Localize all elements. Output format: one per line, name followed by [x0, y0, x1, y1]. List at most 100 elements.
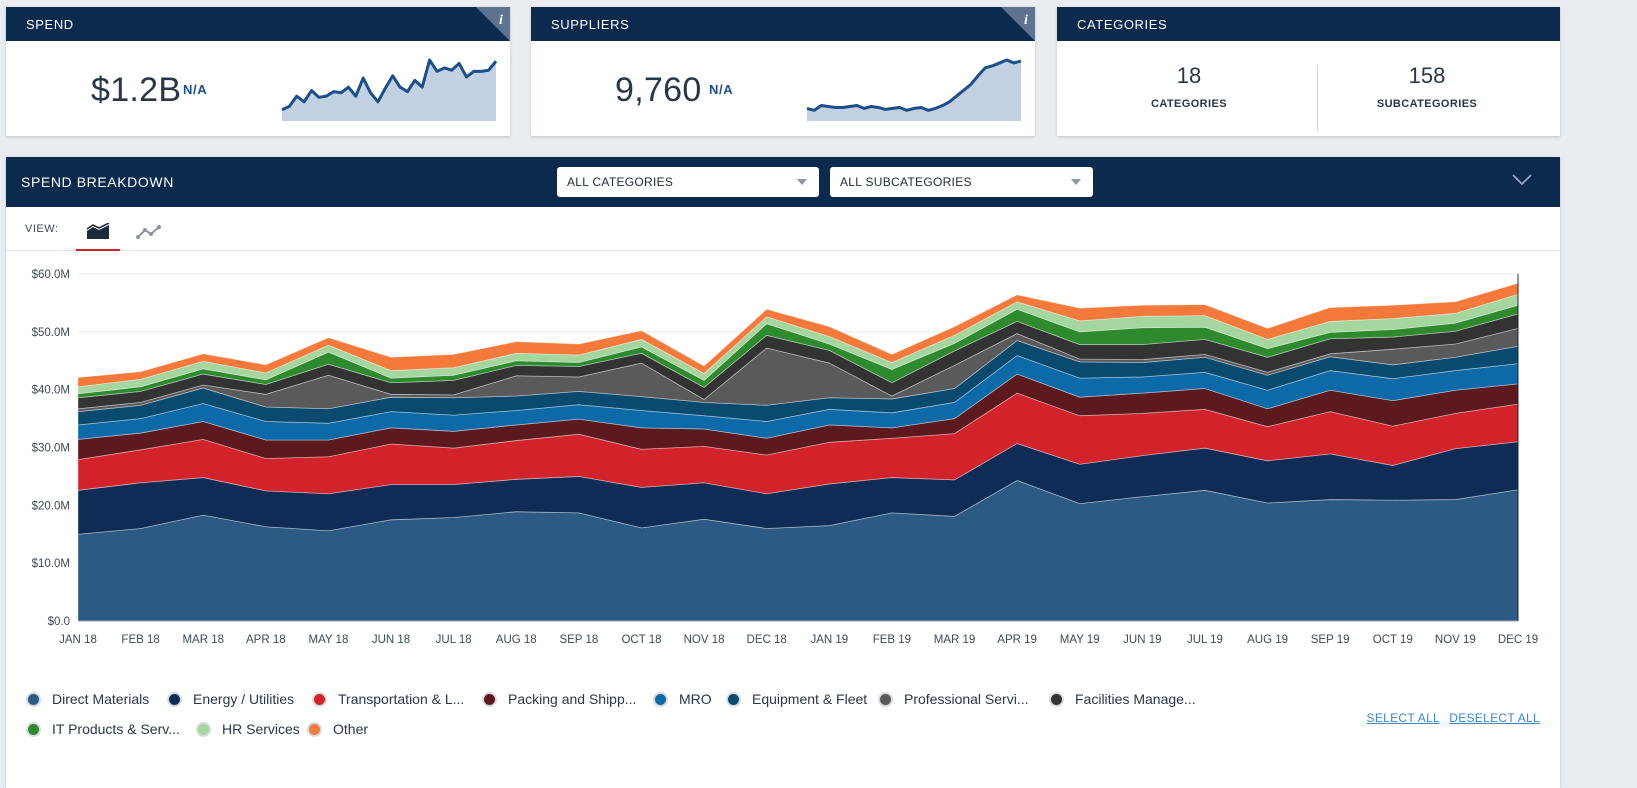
legend-item[interactable]: Equipment & Fleet — [726, 691, 867, 707]
legend-item[interactable]: Direct Materials — [26, 691, 149, 707]
x-tick-label: NOV 18 — [684, 634, 725, 646]
y-tick-label: $0.0 — [48, 616, 70, 628]
categories-card-header: CATEGORIES — [1057, 7, 1560, 41]
select-all-link[interactable]: SELECT ALL — [1366, 711, 1440, 725]
legend-item[interactable]: HR Services — [196, 721, 300, 737]
suppliers-card-title: SUPPLIERS — [551, 16, 630, 32]
collapse-chevron-icon[interactable] — [1512, 173, 1532, 189]
x-tick-label: MAR 19 — [934, 634, 976, 646]
x-tick-label: SEP 18 — [559, 634, 598, 646]
legend-actions: SELECT ALL DESELECT ALL — [1361, 711, 1540, 725]
categories-count-block: 18 CATEGORIES — [1059, 63, 1319, 110]
line-view-button[interactable] — [127, 213, 171, 251]
suppliers-change: N/A — [709, 82, 734, 97]
legend-swatch — [26, 691, 41, 707]
x-tick-label: SEP 19 — [1311, 634, 1350, 646]
x-tick-label: JUN 18 — [372, 634, 410, 646]
legend-item[interactable]: IT Products & Serv... — [26, 721, 180, 737]
y-tick-label: $60.0M — [32, 269, 70, 281]
x-tick-label: FEB 19 — [873, 634, 911, 646]
spend-card-title: SPEND — [26, 16, 74, 32]
legend-item[interactable]: Other — [307, 721, 368, 737]
x-tick-label: MAR 18 — [182, 634, 224, 646]
legend-swatch — [167, 691, 182, 707]
x-tick-label: OCT 19 — [1373, 634, 1413, 646]
x-tick-label: JUL 18 — [436, 634, 472, 646]
suppliers-sparkline-area — [807, 60, 1021, 121]
categories-label: CATEGORIES — [1151, 98, 1227, 110]
deselect-all-link[interactable]: DESELECT ALL — [1449, 711, 1540, 725]
legend-swatch — [26, 721, 41, 737]
legend-item[interactable]: Packing and Shipp... — [482, 691, 636, 707]
x-tick-label: JAN 18 — [59, 634, 97, 646]
legend-swatch — [196, 721, 211, 737]
legend-item[interactable]: Professional Servi... — [878, 691, 1029, 707]
legend-label: Transportation & L... — [338, 691, 465, 707]
suppliers-value: 9,760 — [615, 71, 702, 109]
view-label: VIEW: — [25, 223, 59, 235]
svg-text:i: i — [1024, 13, 1029, 28]
legend-label: Direct Materials — [52, 691, 150, 707]
x-tick-label: MAY 19 — [1060, 634, 1100, 646]
spend-breakdown-header: SPEND BREAKDOWN ALL CATEGORIES ALL SUBCA… — [6, 157, 1560, 207]
legend-label: Other — [333, 721, 369, 737]
spend-breakdown-title: SPEND BREAKDOWN — [21, 174, 174, 190]
legend-swatch — [726, 691, 741, 707]
legend-swatch — [653, 691, 668, 707]
spend-breakdown-panel: SPEND BREAKDOWN ALL CATEGORIES ALL SUBCA… — [6, 157, 1560, 788]
spend-sparkline-area — [282, 60, 496, 121]
subcategories-count: 158 — [1408, 63, 1446, 88]
area-view-button[interactable] — [76, 213, 120, 251]
legend-label: Packing and Shipp... — [508, 691, 637, 707]
x-tick-label: OCT 18 — [621, 634, 661, 646]
x-tick-label: AUG 18 — [496, 634, 537, 646]
y-tick-label: $30.0M — [32, 443, 70, 455]
suppliers-card-header: SUPPLIERS i — [531, 7, 1035, 41]
legend-label: IT Products & Serv... — [52, 721, 180, 737]
legend-item[interactable]: Transportation & L... — [312, 691, 464, 707]
x-tick-label: APR 18 — [246, 634, 286, 646]
legend-item[interactable]: Energy / Utilities — [167, 691, 294, 707]
category-select-value: ALL CATEGORIES — [567, 175, 674, 189]
category-select[interactable]: ALL CATEGORIES — [557, 167, 819, 197]
spend-card: SPEND i $1.2B N/A — [6, 7, 510, 136]
legend-label: Equipment & Fleet — [752, 691, 868, 707]
legend-swatch — [482, 691, 497, 707]
legend-item[interactable]: MRO — [653, 691, 712, 707]
x-tick-label: APR 19 — [997, 634, 1037, 646]
legend-swatch — [1049, 691, 1064, 707]
legend-item[interactable]: Facilities Manage... — [1049, 691, 1196, 707]
spend-sparkline — [281, 58, 497, 121]
subcategories-count-block: 158 SUBCATEGORIES — [1297, 63, 1557, 110]
subcategory-select-value: ALL SUBCATEGORIES — [840, 175, 972, 189]
spend-sparkline-line — [281, 58, 497, 112]
suppliers-card: SUPPLIERS i 9,760 N/A — [531, 7, 1035, 136]
y-tick-label: $10.0M — [32, 558, 70, 570]
x-tick-label: JUN 19 — [1123, 634, 1161, 646]
line-chart-icon — [136, 225, 161, 239]
legend-label: Facilities Manage... — [1075, 691, 1196, 707]
y-tick-label: $50.0M — [32, 327, 70, 339]
spend-change: N/A — [183, 82, 208, 97]
subcategory-select[interactable]: ALL SUBCATEGORIES — [830, 167, 1093, 197]
chevron-down-icon — [1071, 179, 1081, 185]
spend-breakdown-chart: $0.0 $10.0M $20.0M $30.0M $40.0M $50.0M $60.0M… — [32, 269, 1539, 646]
x-tick-label: DEC 19 — [1498, 634, 1538, 646]
suppliers-sparkline — [806, 58, 1022, 121]
x-tick-label: DEC 18 — [747, 634, 787, 646]
info-icon[interactable]: i — [476, 7, 510, 41]
chevron-down-icon — [797, 179, 807, 185]
suppliers-sparkline-line — [806, 58, 1022, 112]
legend-label: MRO — [679, 691, 712, 707]
x-tick-label: MAY 18 — [309, 634, 349, 646]
legend-swatch — [312, 691, 327, 707]
stacked-area-icon — [86, 223, 110, 239]
svg-text:i: i — [499, 13, 504, 28]
x-tick-label: JAN 19 — [810, 634, 848, 646]
y-tick-label: $20.0M — [32, 500, 70, 512]
categories-divider — [1317, 65, 1318, 131]
legend-label: HR Services — [222, 721, 300, 737]
subcategories-label: SUBCATEGORIES — [1376, 98, 1478, 110]
info-icon[interactable]: i — [1001, 7, 1035, 41]
categories-card: CATEGORIES 18 CATEGORIES 158 SUBCATEGORI… — [1057, 7, 1560, 136]
